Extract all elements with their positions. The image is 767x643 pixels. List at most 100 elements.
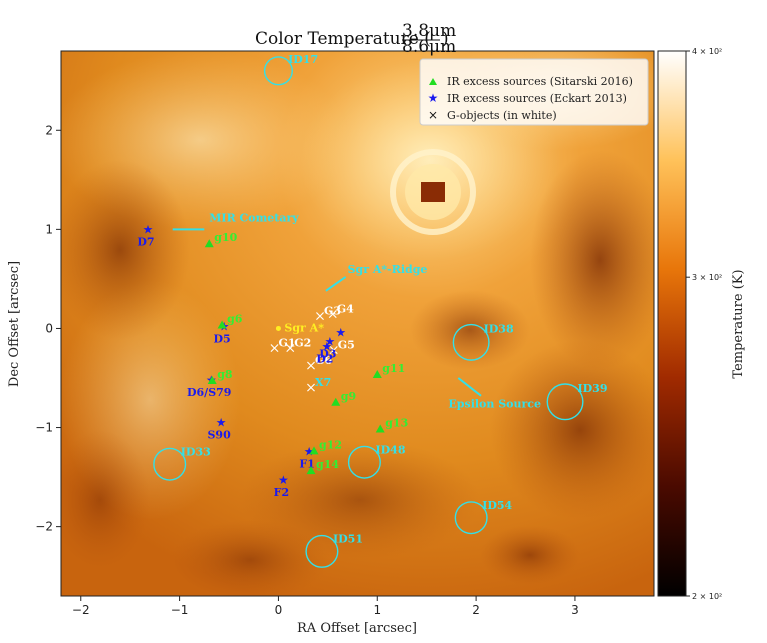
eckart-source-label: F1 bbox=[299, 457, 314, 470]
legend: IR excess sources (Sitarski 2016) ★ IR e… bbox=[419, 58, 649, 126]
eckart-star-marker: ★ bbox=[324, 334, 335, 348]
y-tick-label: 1 bbox=[45, 222, 53, 236]
sitarski-triangle-marker bbox=[306, 466, 316, 475]
legend-box bbox=[419, 58, 649, 126]
id-circle-label: ID39 bbox=[578, 382, 608, 395]
legend-entry-sitarski: IR excess sources (Sitarski 2016) bbox=[447, 75, 633, 88]
sitarski-triangle-marker bbox=[204, 239, 214, 248]
id-circle-label: ID17 bbox=[288, 53, 318, 66]
id-circle-label: ID54 bbox=[482, 499, 512, 512]
id-circle-label: ID51 bbox=[333, 533, 363, 546]
g-object-marker: × bbox=[284, 340, 296, 356]
annotation-label: Sgr A*-Ridge bbox=[348, 263, 428, 276]
sitarski-triangle-marker bbox=[375, 424, 385, 433]
sitarski-triangle-marker bbox=[207, 375, 217, 384]
y-tick-label: 2 bbox=[45, 123, 53, 137]
colorbar-gradient bbox=[657, 50, 687, 597]
axes: −2 −1 0 1 2 3 −2 −1 0 1 2 bbox=[35, 123, 578, 617]
id-circle-label: ID48 bbox=[375, 444, 405, 457]
sitarski-source-label: g13 bbox=[385, 417, 408, 430]
id-circle bbox=[452, 323, 490, 361]
sgr-a-marker bbox=[275, 325, 281, 331]
sitarski-triangle-marker bbox=[309, 446, 319, 455]
id-circle bbox=[305, 534, 339, 568]
sitarski-source-label: g6 bbox=[227, 312, 243, 325]
g-object-label: G3 bbox=[324, 305, 341, 318]
x-tick-label: 3 bbox=[571, 603, 579, 617]
sitarski-source-label: g11 bbox=[382, 362, 405, 375]
id-circle bbox=[546, 383, 584, 421]
id-circle bbox=[347, 445, 381, 479]
id-circle-label: ID38 bbox=[484, 323, 514, 336]
legend-star-icon: ★ bbox=[428, 91, 439, 105]
eckart-source-label: D6/S79 bbox=[187, 386, 231, 399]
colorbar-tick-label: 4 × 10² bbox=[692, 47, 722, 56]
x-axis-label: RA Offset [arcsec] bbox=[297, 621, 417, 636]
g-object-marker: × bbox=[305, 380, 317, 396]
g-object-marker: × bbox=[327, 307, 339, 323]
eckart-star-marker: ★ bbox=[216, 416, 227, 430]
g-object-label: G5 bbox=[338, 338, 355, 351]
plot-frame bbox=[60, 50, 655, 597]
x-tick-label: −2 bbox=[72, 603, 90, 617]
legend-x-icon: × bbox=[428, 108, 438, 122]
annotation-arrow bbox=[457, 377, 482, 397]
id-circle bbox=[153, 447, 187, 481]
title-close: ) bbox=[442, 29, 449, 49]
eckart-source-label: D7 bbox=[137, 235, 154, 248]
legend-entry-eckart: IR excess sources (Eckart 2013) bbox=[447, 92, 627, 105]
title-fraction-denominator: 8.6μm bbox=[402, 37, 456, 57]
sitarski-source-label: g10 bbox=[214, 231, 237, 244]
eckart-star-marker: ★ bbox=[304, 444, 315, 458]
sgr-a-label: Sgr A* bbox=[284, 321, 324, 334]
g-object-label: G4 bbox=[337, 303, 354, 316]
eckart-source-label: D5 bbox=[213, 332, 230, 345]
sitarski-source-label: g14 bbox=[316, 458, 339, 471]
y-axis-label: Dec Offset [arcsec] bbox=[7, 261, 22, 387]
eckart-source-label: D2 bbox=[316, 352, 333, 365]
annotation-label: MIR Cometary bbox=[209, 211, 299, 224]
id-circle bbox=[454, 501, 488, 535]
annotation-label: Epsilon Source bbox=[448, 398, 541, 411]
overlay-marks: MIR Cometary Sgr A*-Ridge Epsilon Source ID… bbox=[137, 53, 608, 568]
x-tick-label: 2 bbox=[472, 603, 480, 617]
sitarski-source-label: g9 bbox=[341, 390, 356, 403]
colorbar: 4 × 10² 3 × 10² 2 × 10² Temperature (K) bbox=[657, 47, 746, 601]
y-tick-label: −2 bbox=[35, 520, 53, 534]
g-object-marker: × bbox=[328, 342, 340, 358]
chart-title-group: Color Temperature ( 3.8μm 8.6μm ) bbox=[255, 21, 456, 57]
eckart-star-marker: ★ bbox=[335, 325, 346, 339]
y-tick-label: −1 bbox=[35, 421, 53, 435]
g-object-marker: × bbox=[314, 309, 326, 325]
colorbar-tick-label: 3 × 10² bbox=[692, 273, 722, 282]
g-object-label: G2 bbox=[294, 336, 311, 349]
g-object-label: G6 bbox=[315, 354, 332, 367]
eckart-star-marker: ★ bbox=[321, 339, 332, 353]
x-tick-label: 1 bbox=[373, 603, 381, 617]
g-object-label: X7 bbox=[315, 376, 331, 389]
x-tick-label: −1 bbox=[171, 603, 189, 617]
eckart-star-marker: ★ bbox=[278, 473, 289, 487]
annotation-arrow bbox=[325, 276, 347, 292]
sitarski-triangle-marker bbox=[217, 320, 227, 329]
title-fraction-numerator: 3.8μm bbox=[402, 21, 456, 41]
sitarski-source-label: g8 bbox=[217, 368, 233, 381]
colorbar-label: Temperature (K) bbox=[731, 269, 746, 378]
chart-title: Color Temperature ( bbox=[255, 29, 431, 49]
g-object-marker: × bbox=[305, 358, 317, 374]
eckart-source-label: S90 bbox=[207, 429, 231, 442]
id-circle-label: ID33 bbox=[181, 446, 211, 459]
legend-entry-g-objects: G-objects (in white) bbox=[447, 109, 557, 122]
x-tick-label: 0 bbox=[275, 603, 283, 617]
g-object-marker: × bbox=[269, 340, 281, 356]
sitarski-triangle-marker bbox=[372, 370, 382, 379]
sitarski-source-label: g12 bbox=[319, 438, 342, 451]
colorbar-tick-label: 2 × 10² bbox=[692, 592, 722, 601]
legend-triangle-icon bbox=[429, 78, 437, 85]
eckart-source-label: D3 bbox=[319, 347, 336, 360]
eckart-star-marker: ★ bbox=[143, 222, 154, 236]
id-circle bbox=[263, 56, 293, 86]
sitarski-triangle-marker bbox=[331, 397, 341, 406]
g-object-label: G1 bbox=[278, 336, 295, 349]
